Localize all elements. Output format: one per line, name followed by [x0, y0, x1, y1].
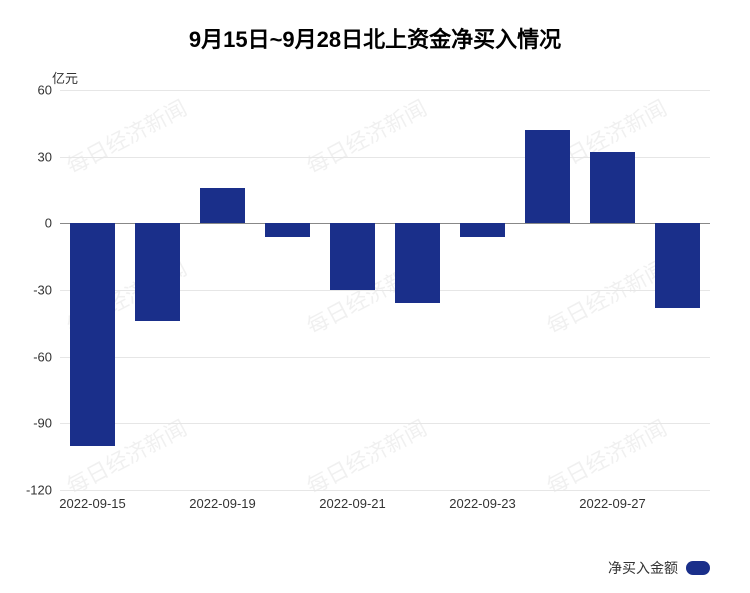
grid-line: [60, 490, 710, 491]
bar: [525, 130, 571, 223]
chart-title: 9月15日~9月28日北上资金净买入情况: [0, 0, 750, 54]
bar: [330, 223, 376, 290]
y-axis-unit: 亿元: [52, 68, 78, 87]
chart-container: 9月15日~9月28日北上资金净买入情况 亿元 -120-90-60-30030…: [0, 0, 750, 593]
y-tick-label: -30: [33, 283, 52, 298]
bar: [265, 223, 311, 236]
bar: [135, 223, 181, 321]
x-tick-label: 2022-09-19: [189, 496, 256, 511]
y-tick-label: -90: [33, 416, 52, 431]
x-tick-label: 2022-09-27: [579, 496, 646, 511]
plot-area: 亿元 -120-90-60-30030602022-09-152022-09-1…: [60, 90, 710, 490]
legend-label: 净买入金额: [608, 558, 678, 578]
bar: [395, 223, 441, 303]
y-tick-label: -60: [33, 349, 52, 364]
x-tick-label: 2022-09-23: [449, 496, 516, 511]
bar: [590, 152, 636, 223]
bar: [70, 223, 116, 445]
legend-swatch: [686, 561, 710, 575]
bar: [200, 188, 246, 224]
legend: 净买入金额: [608, 558, 710, 578]
y-tick-label: 0: [45, 216, 52, 231]
bar: [460, 223, 506, 236]
y-tick-label: 30: [38, 149, 52, 164]
x-tick-label: 2022-09-21: [319, 496, 386, 511]
bar: [655, 223, 701, 307]
x-tick-label: 2022-09-15: [59, 496, 126, 511]
y-tick-label: -120: [26, 483, 52, 498]
y-tick-label: 60: [38, 83, 52, 98]
